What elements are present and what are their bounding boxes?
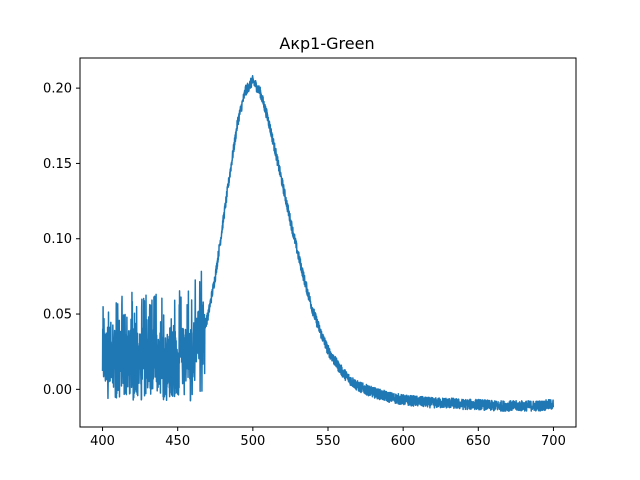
x-axis: 400 450 500 550 600 650 700 bbox=[90, 427, 566, 449]
x-tick-label: 650 bbox=[466, 434, 491, 449]
x-tick-label: 600 bbox=[391, 434, 416, 449]
y-tick-label: 0.20 bbox=[43, 82, 72, 97]
chart-title: Акр1-Green bbox=[279, 34, 374, 53]
x-tick-label: 500 bbox=[240, 434, 265, 449]
y-tick-label: 0.10 bbox=[43, 232, 72, 247]
x-tick-label: 400 bbox=[90, 434, 115, 449]
x-tick-label: 550 bbox=[316, 434, 341, 449]
y-tick-label: 0.15 bbox=[43, 157, 72, 172]
x-tick-label: 450 bbox=[165, 434, 190, 449]
x-tick-label: 700 bbox=[541, 434, 566, 449]
y-tick-label: 0.00 bbox=[43, 383, 72, 398]
series-line bbox=[101, 74, 555, 412]
plot-area bbox=[101, 74, 555, 412]
y-tick-label: 0.05 bbox=[43, 308, 72, 323]
y-axis: 0.00 0.05 0.10 0.15 0.20 bbox=[43, 82, 80, 398]
